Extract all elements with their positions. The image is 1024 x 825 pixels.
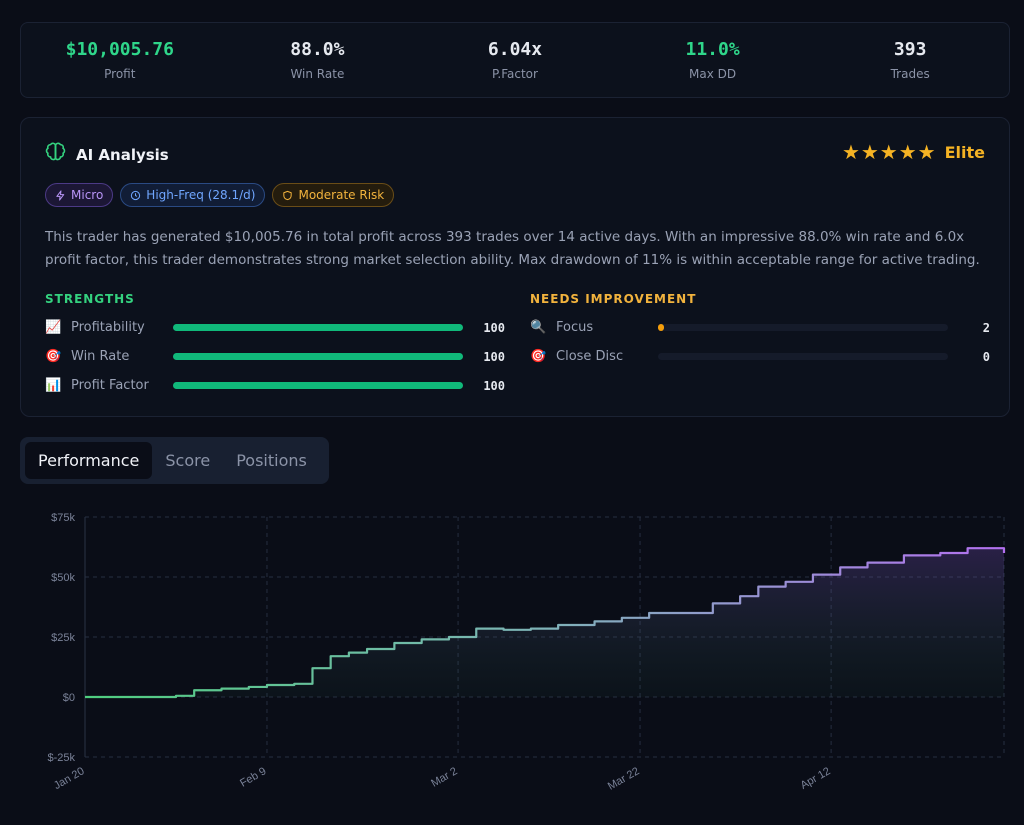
metric-bar-fill [173, 324, 463, 331]
metric-bar-fill [658, 324, 664, 331]
rating: ★★★★★ Elite [842, 140, 985, 164]
tab-bar: Performance Score Positions [20, 437, 329, 484]
improvement-section: NEEDS IMPROVEMENT 🔍 Focus 2 🎯 Close Disc… [530, 292, 990, 371]
badge-label: High-Freq (28.1/d) [146, 188, 256, 202]
metric-label: Close Disc [556, 349, 624, 364]
metric-bar-track [658, 324, 948, 331]
stat-max-dd: 11.0% Max DD [614, 39, 812, 81]
stat-value: $10,005.76 [65, 39, 174, 60]
x-tick-label: Apr 12 [799, 765, 833, 792]
series-area [85, 548, 1004, 697]
tab-performance[interactable]: Performance [25, 442, 153, 479]
metric-close-disc: 🎯 Close Disc 0 [530, 342, 990, 371]
brain-icon [45, 142, 66, 167]
metric-bar-track [173, 353, 463, 360]
stat-label: Profit [104, 67, 136, 81]
metric-focus: 🔍 Focus 2 [530, 313, 990, 342]
metric-value: 100 [483, 320, 505, 335]
chart-up-icon: 📈 [45, 320, 62, 335]
x-tick-label: Mar 2 [429, 765, 459, 789]
lightning-icon [56, 189, 65, 201]
stats-bar: $10,005.76 Profit 88.0% Win Rate 6.04x P… [20, 22, 1010, 98]
metric-label: Focus [556, 320, 594, 335]
metric-bar-track [173, 324, 463, 331]
metric-win-rate: 🎯 Win Rate 100 [45, 342, 505, 371]
y-tick-label: $-25k [47, 752, 75, 764]
stat-value: 393 [893, 39, 927, 60]
badge-list: Micro High-Freq (28.1/d) Moderate Risk [45, 183, 395, 207]
stat-profit: $10,005.76 Profit [21, 39, 219, 81]
analysis-title: AI Analysis [76, 145, 169, 164]
target-icon: 🎯 [45, 349, 62, 364]
metric-bar-fill [173, 353, 463, 360]
magnifier-icon: 🔍 [530, 320, 547, 335]
tab-positions[interactable]: Positions [236, 451, 307, 470]
stat-trades: 393 Trades [811, 39, 1009, 81]
shield-icon [283, 190, 293, 200]
badge-micro: Micro [45, 183, 114, 207]
strengths-section: STRENGTHS 📈 Profitability 100 🎯 Win Rate… [45, 292, 505, 400]
stat-profit-factor: 6.04x P.Factor [416, 39, 614, 81]
metric-value: 2 [982, 320, 990, 335]
metric-label: Profitability [71, 320, 145, 335]
badge-moderate-risk: Moderate Risk [272, 183, 395, 207]
y-tick-label: $0 [63, 692, 75, 704]
strengths-title: STRENGTHS [45, 292, 135, 306]
x-tick-label: Mar 22 [606, 765, 642, 793]
x-tick-label: Feb 9 [238, 765, 268, 789]
star-rating: ★★★★★ [841, 140, 937, 164]
metric-profit-factor: 📊 Profit Factor 100 [45, 371, 505, 400]
metric-value: 100 [483, 349, 505, 364]
metric-profitability: 📈 Profitability 100 [45, 313, 505, 342]
ai-analysis-card: AI Analysis ★★★★★ Elite Micro High-Freq … [20, 117, 1010, 417]
stat-win-rate: 88.0% Win Rate [219, 39, 417, 81]
metric-value: 0 [982, 349, 990, 364]
stat-value: 11.0% [685, 39, 740, 60]
metric-bar-track [173, 382, 463, 389]
metric-label: Profit Factor [71, 378, 149, 393]
y-tick-label: $50k [51, 572, 75, 584]
target-icon: 🎯 [530, 349, 547, 364]
stat-label: Trades [890, 67, 930, 81]
metric-bar-track [658, 353, 948, 360]
stat-label: P.Factor [492, 67, 538, 81]
clock-icon [131, 190, 141, 200]
badge-label: Micro [71, 188, 104, 202]
stat-label: Win Rate [290, 67, 345, 81]
stat-label: Max DD [689, 67, 737, 81]
metric-label: Win Rate [71, 349, 130, 364]
y-tick-label: $75k [51, 512, 75, 524]
y-tick-label: $25k [51, 632, 75, 644]
badge-label: Moderate Risk [298, 188, 385, 202]
metric-bar-fill [173, 382, 463, 389]
analysis-description: This trader has generated $10,005.76 in … [45, 229, 980, 268]
improvement-title: NEEDS IMPROVEMENT [530, 292, 697, 306]
badge-high-freq: High-Freq (28.1/d) [120, 183, 266, 207]
bar-chart-icon: 📊 [45, 378, 62, 393]
analysis-header: AI Analysis [45, 142, 169, 167]
stat-value: 6.04x [487, 39, 543, 60]
tab-score[interactable]: Score [165, 451, 211, 470]
series-line [85, 547, 1006, 699]
stat-value: 88.0% [290, 39, 345, 60]
x-tick-label: Jan 20 [52, 765, 87, 792]
rating-label: Elite [944, 142, 985, 162]
metric-value: 100 [483, 378, 505, 393]
